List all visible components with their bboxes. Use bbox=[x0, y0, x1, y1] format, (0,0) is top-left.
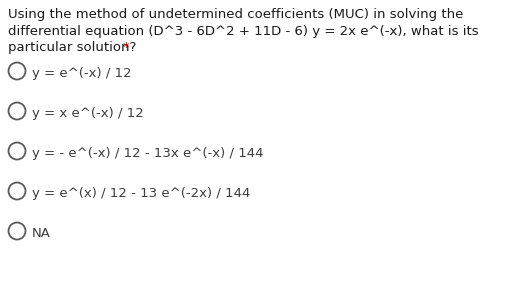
Text: particular solution?: particular solution? bbox=[8, 41, 140, 54]
Text: y = e^(x) / 12 - 13 e^(-2x) / 144: y = e^(x) / 12 - 13 e^(-2x) / 144 bbox=[32, 187, 251, 200]
Text: y = - e^(-x) / 12 - 13x e^(-x) / 144: y = - e^(-x) / 12 - 13x e^(-x) / 144 bbox=[32, 147, 264, 160]
Text: Using the method of undetermined coefficients (MUC) in solving the: Using the method of undetermined coeffic… bbox=[8, 8, 464, 21]
Text: NA: NA bbox=[32, 227, 51, 240]
Text: *: * bbox=[123, 41, 130, 54]
Text: differential equation (D^3 - 6D^2 + 11D - 6) y = 2x e^(-x), what is its: differential equation (D^3 - 6D^2 + 11D … bbox=[8, 25, 479, 37]
Text: y = e^(-x) / 12: y = e^(-x) / 12 bbox=[32, 67, 132, 80]
Text: y = x e^(-x) / 12: y = x e^(-x) / 12 bbox=[32, 107, 144, 120]
